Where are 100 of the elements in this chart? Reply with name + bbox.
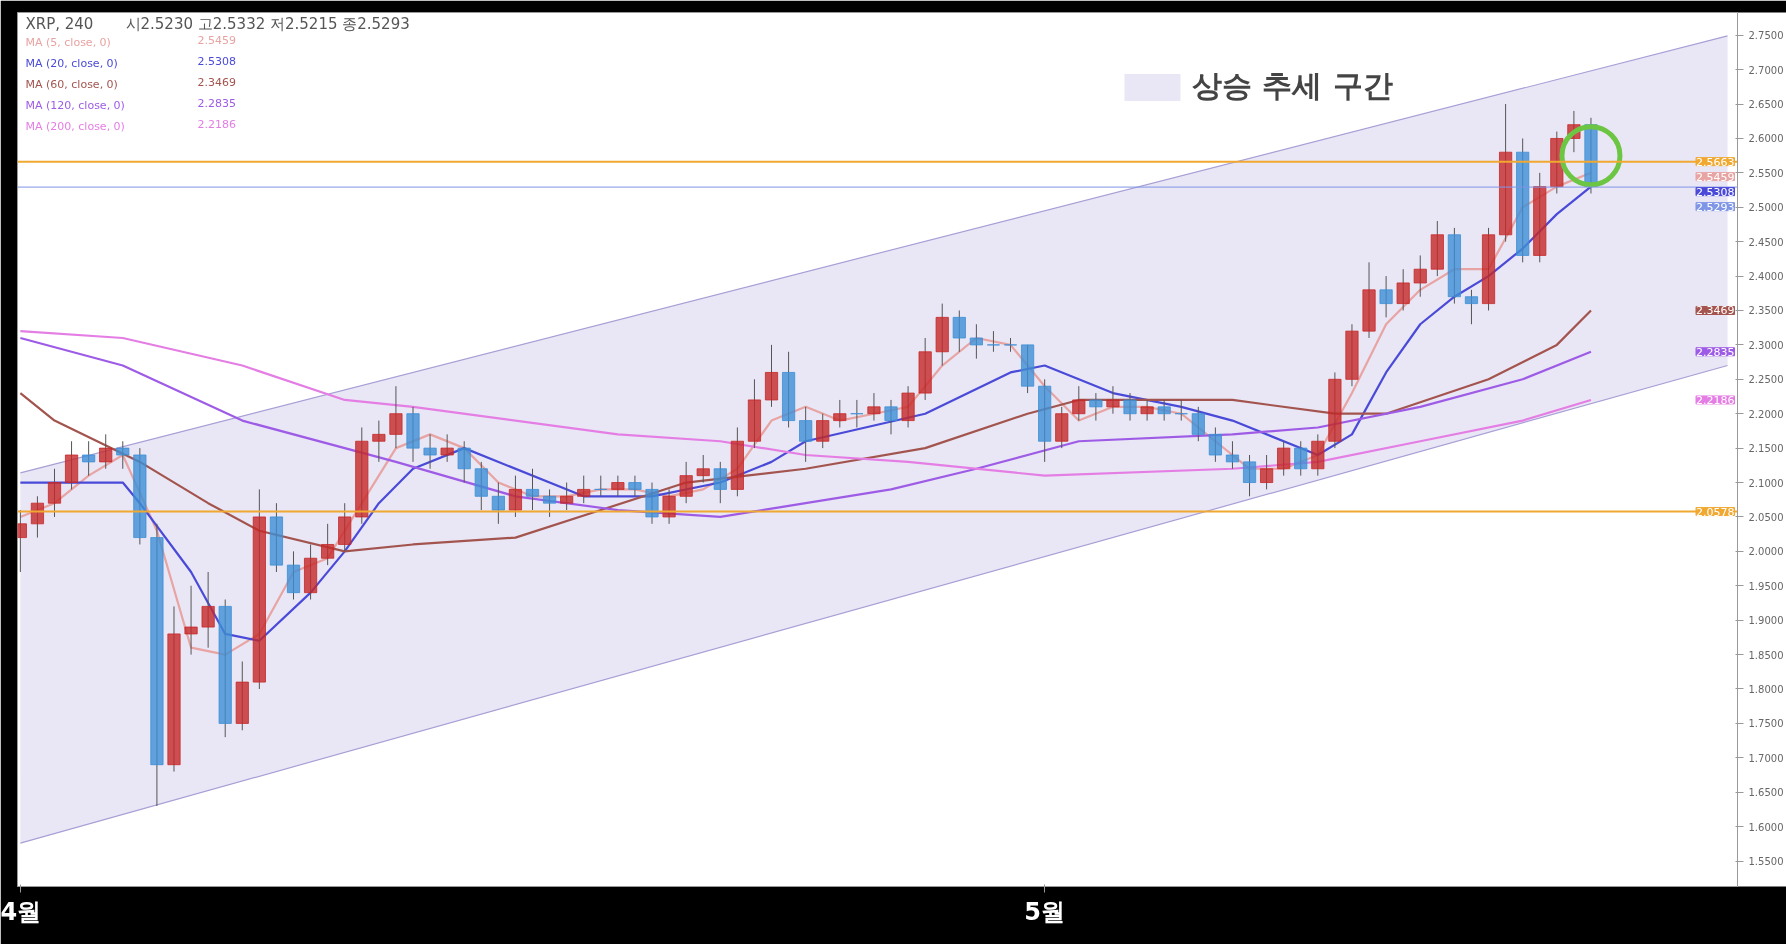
text: MA (5, close, 0) [25,35,111,49]
candlestick [1396,268,1410,311]
y-tick-label: 2.1000 [1748,477,1784,489]
y-tick-label: 2.6000 [1748,133,1784,145]
candlestick [799,406,813,463]
candlestick [184,585,198,656]
candlestick [560,482,574,511]
y-tick-label: 1.9000 [1748,615,1784,627]
candlestick [372,420,386,463]
candlestick [594,475,608,497]
candlestick [99,433,113,470]
y-tick-label: 1.8000 [1748,683,1784,695]
annotation: 2.2835 [1696,345,1735,359]
candlestick [986,330,1001,353]
chart-subtitle: 시2.5230 고2.5332 저2.5215 종2.5293 [125,14,410,33]
y-tick-label: 1.6000 [1748,821,1784,833]
ref-line-label: 2.5663 [1696,155,1735,169]
candlestick [1277,440,1291,477]
text: 2.2186 [197,117,236,131]
candlestick [491,482,506,525]
y-tick-label: 2.1500 [1748,443,1784,455]
y-tick-label: 1.6500 [1748,787,1784,799]
candlestick [867,392,881,422]
text: 2.5459 [197,33,236,47]
candlestick [1379,275,1393,318]
candlestick [833,399,847,428]
candlestick [1208,426,1223,463]
annotation: 2.2186 [1696,393,1735,407]
y-tick-label: 2.4500 [1748,236,1784,248]
y-tick-label: 2.0500 [1748,511,1784,523]
candlestick [1294,440,1308,477]
y-tick-label: 1.7000 [1748,752,1784,764]
text: 2.3469 [197,75,236,89]
y-tick-label: 2.2000 [1748,408,1784,420]
candlestick [628,475,642,497]
candlestick [1225,440,1240,470]
candlestick [696,454,710,484]
candlestick [969,323,984,360]
candlestick [662,488,676,525]
candlestick [1106,385,1120,415]
chart-title: XRP, 240 [25,14,94,33]
candlestick [508,475,523,518]
candlestick [1242,454,1257,497]
candlestick [389,385,403,449]
candlestick [525,468,540,511]
y-tick-label: 2.4000 [1748,271,1784,283]
candlestick [47,468,62,518]
candlestick [952,309,966,353]
ref-line-label: 2.0578 [1696,505,1735,519]
candlestick [1174,399,1188,422]
y-tick-label: 1.9500 [1748,580,1784,592]
candlestick [1464,289,1479,325]
x-tick-label: 5월 [1024,897,1066,926]
candlestick [116,440,130,470]
candlestick [713,461,727,504]
candlestick [577,475,591,504]
annotation: 2.5308 [1696,185,1735,199]
y-tick-label: 2.5500 [1748,167,1784,179]
candlestick [1140,399,1154,422]
candlestick [1191,406,1205,442]
candlestick [457,440,471,484]
candlestick [1157,399,1171,422]
candlestick [1072,385,1086,422]
candlestick [201,571,215,649]
candlestick [320,523,335,566]
candlestick [1413,254,1427,298]
ref-line-label: 2.5293 [1696,200,1735,214]
candlestick [1089,392,1103,422]
annotation: 2.5459 [1696,170,1735,184]
legend-label: 상승 추세 구간 [1192,67,1393,105]
candlestick [679,461,693,504]
y-tick-label: 1.8500 [1748,649,1784,661]
y-tick-label: 2.5000 [1748,202,1784,214]
candlestick [816,413,830,449]
candlestick [542,488,557,518]
candlestick [1259,454,1274,490]
y-tick-label: 2.3000 [1748,339,1784,351]
candlestick [423,433,437,470]
text: 2.5308 [197,54,236,68]
y-tick-label: 2.6500 [1748,99,1784,111]
text: 2.2835 [197,96,236,110]
y-tick-label: 2.7500 [1748,30,1784,42]
candlestick [611,475,625,497]
candlestick [81,440,96,477]
y-tick-label: 2.0000 [1748,546,1784,558]
y-tick-label: 1.7500 [1748,718,1784,730]
y-tick-label: 2.3500 [1748,305,1784,317]
text: MA (20, close, 0) [25,56,118,70]
candlestick [850,399,864,428]
text: MA (60, close, 0) [25,77,118,91]
candlestick [1123,392,1137,422]
y-tick-label: 2.2500 [1748,374,1784,386]
candlestick [440,433,454,463]
annotation: 2.3469 [1696,304,1735,318]
x-tick-label: 4월 [0,897,42,926]
text: MA (120, close, 0) [25,98,125,112]
y-tick-label: 2.7000 [1748,64,1784,76]
candlestick [884,399,898,435]
y-tick-label: 1.5500 [1748,856,1784,868]
text: MA (200, close, 0) [25,119,125,133]
